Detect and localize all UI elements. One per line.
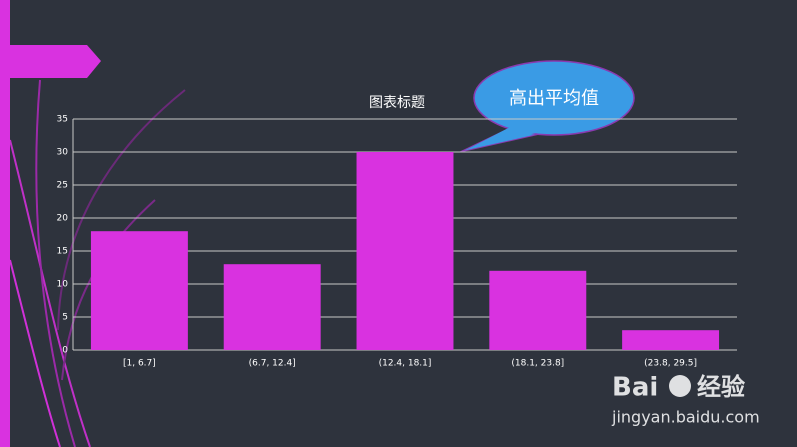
callout: 高出平均值 [459, 60, 635, 153]
x-tick-label: [1, 6.7] [123, 359, 156, 369]
y-tick-label: 15 [57, 247, 68, 257]
plot: 0 5 10 15 20 25 30 35 [1, 6.7] (6.7, 12.4] (12.4, … [57, 115, 737, 369]
y-tick-label: 25 [57, 181, 68, 191]
y-tick-label: 5 [62, 313, 68, 323]
bar [223, 264, 321, 350]
chart-title: 图表标题 [369, 95, 425, 111]
y-tick-label: 10 [57, 280, 69, 290]
watermark-label: 经验 [697, 373, 745, 401]
y-tick-label: 30 [57, 148, 69, 158]
x-tick-label: (18.1, 23.8] [511, 359, 564, 369]
watermark-paw [669, 375, 691, 397]
bar [622, 330, 720, 350]
watermark-url: jingyan.baidu.com [611, 408, 760, 427]
bar [356, 152, 454, 350]
x-tick-label: (6.7, 12.4] [249, 359, 296, 369]
x-tick-label: (12.4, 18.1] [379, 359, 432, 369]
bar [489, 270, 587, 350]
bar [90, 231, 188, 350]
y-tick-label: 35 [57, 115, 68, 125]
watermark: Bai 经验 jingyan.baidu.com [611, 373, 760, 427]
watermark-brand: Bai [612, 373, 658, 403]
callout-text: 高出平均值 [509, 88, 599, 109]
callout-bubble [473, 60, 635, 136]
y-tick-label: 0 [62, 346, 68, 356]
x-tick-label: (23.8, 29.5] [644, 359, 697, 369]
title-tab [0, 45, 101, 78]
y-tick-label: 20 [57, 214, 69, 224]
side-bar [0, 0, 10, 447]
